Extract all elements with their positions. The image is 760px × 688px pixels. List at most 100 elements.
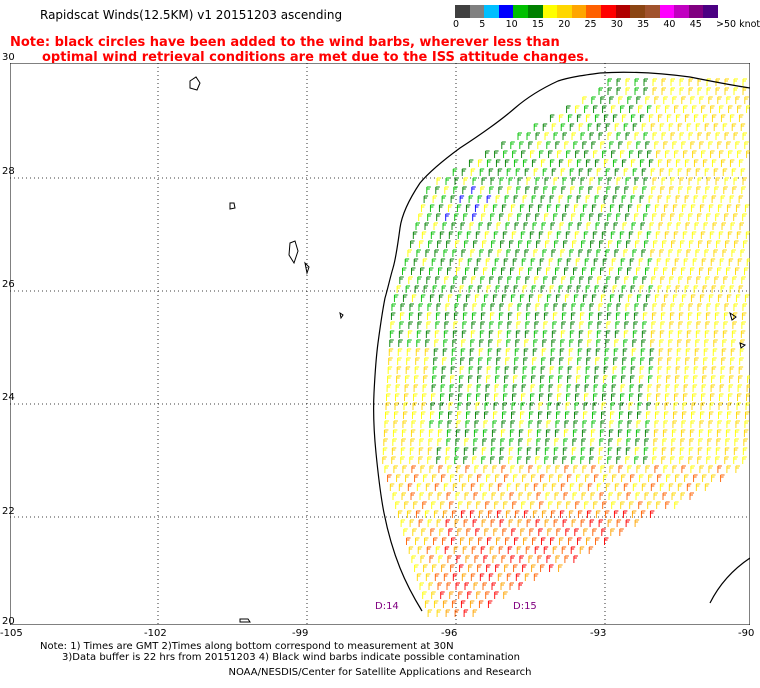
wind-barb: [686, 168, 692, 176]
wind-barb: [690, 267, 695, 275]
wind-barb: [555, 465, 560, 473]
wind-barb: [487, 510, 493, 518]
wind-barb: [740, 249, 745, 257]
wind-barb: [531, 285, 537, 293]
wind-barb: [468, 474, 473, 482]
wind-barb: [729, 285, 735, 293]
wind-barb: [663, 141, 668, 149]
wind-barb: [519, 465, 524, 473]
wind-barb: [451, 348, 457, 356]
wind-barb: [417, 312, 423, 320]
wind-barb: [481, 519, 487, 527]
wind-barb: [626, 438, 631, 446]
wind-barb: [536, 240, 541, 248]
wind-barb: [410, 429, 416, 437]
wind-barb: [719, 105, 724, 113]
wind-barb: [702, 195, 708, 203]
wind-barb: [439, 231, 445, 239]
wind-barb: [559, 510, 565, 518]
wind-barb: [612, 285, 618, 293]
wind-barb: [592, 231, 598, 239]
wind-barb: [496, 348, 502, 356]
wind-barb: [424, 537, 429, 545]
wind-barb: [609, 294, 615, 302]
wind-barb: [515, 483, 521, 491]
wind-barb: [563, 429, 569, 437]
wind-barb: [584, 393, 589, 401]
wind-barb: [449, 501, 454, 509]
wind-barb: [629, 150, 634, 158]
wind-barb: [562, 213, 567, 221]
wind-barb: [533, 339, 538, 347]
wind-barb: [528, 465, 533, 473]
wind-barb: [469, 510, 475, 518]
wind-barb: [547, 411, 552, 419]
wind-barb: [538, 231, 544, 239]
wind-barb: [724, 456, 729, 464]
wind-barb: [554, 492, 559, 500]
wind-barb: [611, 501, 616, 509]
wind-barb: [587, 249, 592, 257]
wind-barb: [726, 465, 731, 473]
wind-barb: [705, 186, 710, 194]
wind-barb: [472, 177, 477, 185]
wind-barb: [723, 321, 728, 329]
wind-barb: [607, 213, 612, 221]
wind-barb: [579, 276, 584, 284]
wind-barb: [717, 420, 722, 428]
wind-barb: [535, 213, 540, 221]
color-scale-swatch: [542, 5, 558, 18]
wind-barb: [466, 528, 471, 536]
wind-barb: [607, 132, 612, 140]
wind-barb: [661, 303, 666, 311]
wind-barb: [738, 375, 743, 383]
wind-barb: [716, 429, 722, 437]
wind-barb: [609, 267, 614, 275]
wind-barb: [606, 276, 611, 284]
wind-barb: [591, 96, 596, 104]
wind-barb: [621, 285, 627, 293]
wind-barb: [444, 186, 449, 194]
wind-barb: [567, 285, 573, 293]
wind-barb: [661, 447, 667, 455]
wind-barb: [712, 222, 717, 230]
wind-barb: [733, 303, 738, 311]
wind-barb: [705, 321, 710, 329]
wind-barb: [462, 312, 468, 320]
wind-barb: [516, 321, 521, 329]
wind-barb: [549, 375, 554, 383]
wind-barb: [413, 393, 418, 401]
wind-barb: [494, 384, 500, 392]
wind-barb: [710, 393, 715, 401]
wind-barb: [678, 321, 683, 329]
wind-barb: [693, 285, 699, 293]
wind-barb: [503, 393, 508, 401]
wind-barb: [514, 537, 519, 545]
wind-barb: [598, 456, 603, 464]
wind-barb: [745, 231, 750, 239]
wind-barb: [612, 114, 618, 122]
wind-barb: [479, 249, 484, 257]
wind-barb: [495, 285, 501, 293]
northern-coastline: [599, 71, 750, 89]
wind-barb: [672, 420, 677, 428]
wind-barb: [695, 249, 700, 257]
wind-barb: [517, 213, 522, 221]
wind-barb: [392, 438, 397, 446]
wind-barb: [706, 456, 711, 464]
wind-barb: [591, 204, 597, 212]
wind-barb: [553, 447, 559, 455]
wind-barb: [560, 168, 566, 176]
wind-barb: [658, 222, 663, 230]
wind-barb: [473, 429, 479, 437]
wind-barb: [448, 528, 453, 536]
wind-barb: [422, 591, 427, 599]
wind-barb: [648, 195, 654, 203]
wind-barb: [696, 186, 701, 194]
wind-barb: [517, 447, 523, 455]
wind-barb: [583, 528, 588, 536]
wind-barb: [607, 519, 613, 527]
wind-barb: [695, 123, 701, 131]
wind-barb: [696, 321, 701, 329]
wind-barb: [597, 321, 602, 329]
